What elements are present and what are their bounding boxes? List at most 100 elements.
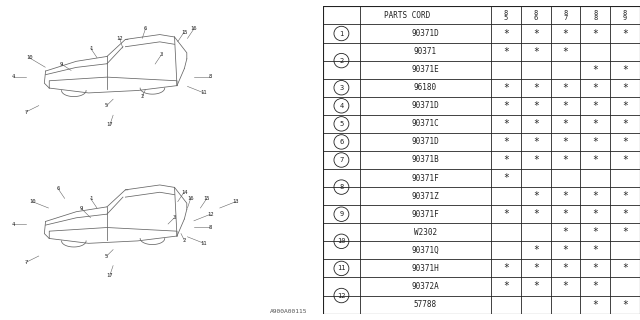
Text: 16: 16 <box>188 196 194 201</box>
Text: 90371B: 90371B <box>412 156 439 164</box>
Text: *: * <box>563 101 568 111</box>
Text: *: * <box>593 191 598 201</box>
Text: 5: 5 <box>339 121 344 127</box>
Text: 90371D: 90371D <box>412 137 439 147</box>
Text: *: * <box>503 47 509 57</box>
Text: *: * <box>593 119 598 129</box>
Text: *: * <box>622 101 628 111</box>
Text: *: * <box>533 119 539 129</box>
Text: *: * <box>593 101 598 111</box>
Text: *: * <box>533 155 539 165</box>
Text: *: * <box>563 83 568 93</box>
Text: *: * <box>533 101 539 111</box>
Text: 4: 4 <box>12 74 15 79</box>
Text: *: * <box>622 119 628 129</box>
Text: 9: 9 <box>339 211 344 217</box>
Text: *: * <box>593 83 598 93</box>
Text: 6: 6 <box>534 15 538 21</box>
Text: *: * <box>503 173 509 183</box>
Text: 90371D: 90371D <box>412 101 439 110</box>
Text: 4: 4 <box>339 103 344 109</box>
Text: 14: 14 <box>181 189 188 195</box>
Text: *: * <box>563 191 568 201</box>
Text: 5: 5 <box>504 15 508 21</box>
Text: 8: 8 <box>623 10 627 16</box>
Text: *: * <box>563 28 568 38</box>
Text: *: * <box>533 47 539 57</box>
Text: *: * <box>563 137 568 147</box>
Text: 10: 10 <box>29 199 36 204</box>
Text: 16: 16 <box>191 26 197 31</box>
Text: *: * <box>622 227 628 237</box>
Text: 1: 1 <box>339 30 344 36</box>
Text: 7: 7 <box>24 109 28 115</box>
Text: 15: 15 <box>181 29 188 35</box>
Text: 1: 1 <box>89 196 92 201</box>
Text: 90371D: 90371D <box>412 29 439 38</box>
Text: *: * <box>622 191 628 201</box>
Text: *: * <box>503 137 509 147</box>
Text: 12: 12 <box>207 212 213 217</box>
Text: *: * <box>593 137 598 147</box>
Text: 11: 11 <box>337 265 346 271</box>
Text: *: * <box>622 28 628 38</box>
Text: 90371F: 90371F <box>412 173 439 183</box>
Text: *: * <box>593 28 598 38</box>
Text: *: * <box>593 245 598 255</box>
Text: 2: 2 <box>182 237 186 243</box>
Text: 8: 8 <box>563 10 568 16</box>
Text: *: * <box>503 155 509 165</box>
Text: 8: 8 <box>593 15 598 21</box>
Text: 15: 15 <box>204 196 210 201</box>
Text: 90372A: 90372A <box>412 282 439 291</box>
Text: 90371H: 90371H <box>412 264 439 273</box>
Text: 3: 3 <box>339 85 344 91</box>
Text: 96180: 96180 <box>414 83 437 92</box>
Text: 17: 17 <box>107 122 113 127</box>
Text: *: * <box>563 155 568 165</box>
Text: 8: 8 <box>593 10 598 16</box>
Text: *: * <box>622 300 628 309</box>
Text: *: * <box>563 47 568 57</box>
Text: 5: 5 <box>105 253 108 259</box>
Text: 10: 10 <box>337 238 346 244</box>
Text: *: * <box>503 83 509 93</box>
Text: 57788: 57788 <box>414 300 437 309</box>
Text: A900A00115: A900A00115 <box>269 308 307 314</box>
Text: *: * <box>533 263 539 273</box>
Text: 7: 7 <box>563 15 568 21</box>
Text: *: * <box>563 245 568 255</box>
Text: *: * <box>563 209 568 219</box>
Text: *: * <box>533 209 539 219</box>
Text: *: * <box>563 227 568 237</box>
Text: 10: 10 <box>26 55 33 60</box>
Text: 11: 11 <box>200 90 207 95</box>
Text: *: * <box>563 263 568 273</box>
Text: 6: 6 <box>339 139 344 145</box>
Text: *: * <box>622 137 628 147</box>
Text: *: * <box>503 28 509 38</box>
Text: 8: 8 <box>339 184 344 190</box>
Text: 90371Q: 90371Q <box>412 246 439 255</box>
Text: 90371Z: 90371Z <box>412 192 439 201</box>
Text: 9: 9 <box>623 15 627 21</box>
Text: *: * <box>622 263 628 273</box>
Text: 12: 12 <box>337 292 346 299</box>
Text: *: * <box>533 191 539 201</box>
Text: *: * <box>533 137 539 147</box>
Text: 2: 2 <box>339 58 344 64</box>
Text: *: * <box>622 155 628 165</box>
Text: *: * <box>533 83 539 93</box>
Text: 90371E: 90371E <box>412 65 439 74</box>
Text: 4: 4 <box>12 221 15 227</box>
Text: 7: 7 <box>24 260 28 265</box>
Text: *: * <box>593 300 598 309</box>
Text: *: * <box>593 227 598 237</box>
Text: 3: 3 <box>160 52 163 57</box>
Text: 90371: 90371 <box>414 47 437 56</box>
Text: 8: 8 <box>504 10 508 16</box>
Text: *: * <box>503 263 509 273</box>
Text: 90371F: 90371F <box>412 210 439 219</box>
Text: 9: 9 <box>79 205 83 211</box>
Text: *: * <box>533 28 539 38</box>
